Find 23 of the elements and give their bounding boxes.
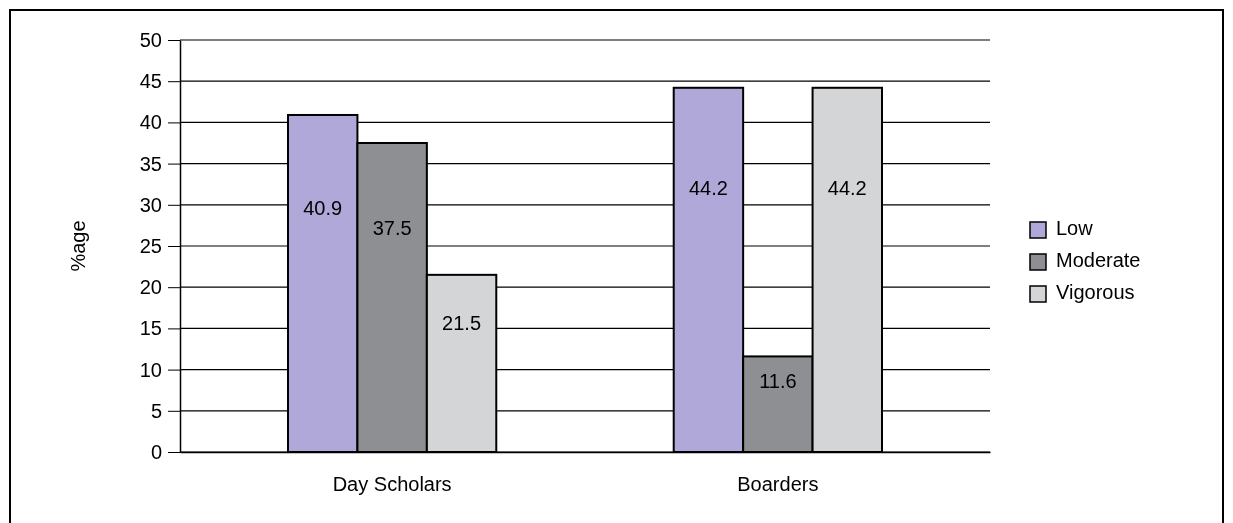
y-tick-label: 20: [139, 276, 162, 299]
y-tick-label: 50: [139, 28, 162, 51]
y-tick-label: 0: [150, 440, 162, 463]
legend-label: Low: [1056, 217, 1094, 240]
legend-label: Moderate: [1056, 249, 1141, 272]
data-label: 44.2: [688, 177, 728, 200]
y-tick-label: 35: [139, 152, 162, 175]
y-tick-label: 15: [139, 317, 162, 340]
data-label: 21.5: [442, 311, 482, 334]
y-tick-label: 10: [139, 358, 162, 381]
data-label: 11.6: [759, 370, 797, 393]
data-label: 40.9: [303, 196, 343, 219]
data-label: 44.2: [827, 177, 867, 200]
y-tick-label: 45: [139, 70, 162, 93]
y-tick-label: 5: [150, 399, 162, 422]
data-label: 37.5: [372, 216, 412, 239]
legend-label: Vigorous: [1056, 281, 1135, 304]
y-axis-title: %age: [67, 220, 89, 272]
x-tick-label: Day Scholars: [332, 473, 452, 495]
x-tick-label: Boarders: [737, 473, 819, 495]
y-tick-label: 40: [139, 111, 162, 134]
y-tick-label: 25: [139, 234, 162, 257]
y-tick-label: 30: [139, 193, 162, 216]
